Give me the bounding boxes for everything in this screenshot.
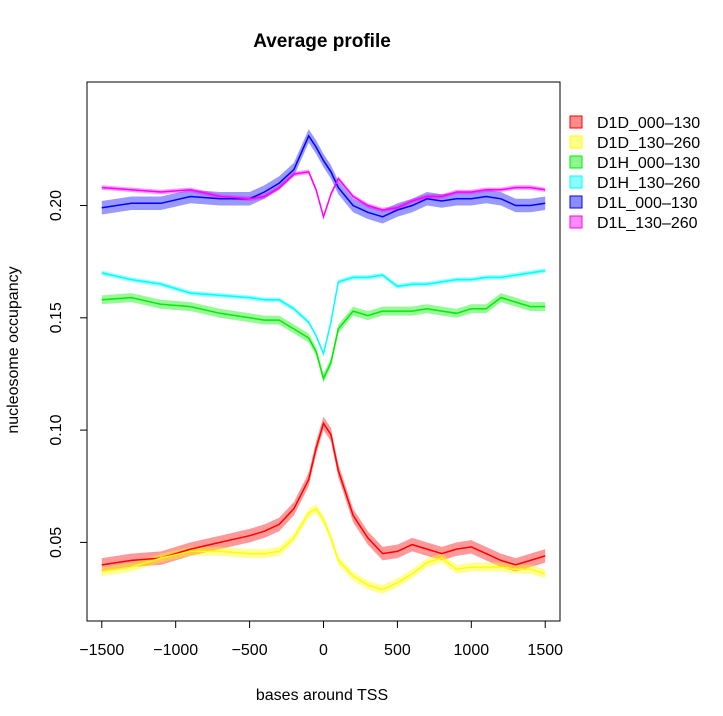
series-line-d1l-130-260: [101, 170, 546, 220]
y-tick-label: 0.10: [48, 414, 65, 445]
legend-label: D1H_130–260: [597, 175, 700, 192]
y-axis-label: nucleosome occupancy: [5, 266, 22, 433]
confidence-bands: [101, 129, 546, 594]
legend: D1D_000–130 D1D_130–260 D1H_000–130 D1H_130…: [569, 115, 700, 232]
series-lines: [101, 134, 546, 591]
band-d1l-000-130: [101, 129, 546, 224]
series-line-d1d-130-260: [101, 507, 546, 591]
x-axis-label: bases around TSS: [256, 687, 388, 704]
y-tick-label: 0.15: [48, 302, 65, 333]
x-tick-label: −1500: [79, 642, 124, 659]
series-line-d1l-000-130: [101, 134, 546, 218]
series-line-d1h-000-130: [101, 296, 546, 381]
x-tick-label: 1000: [454, 642, 490, 659]
legend-swatch: [569, 175, 583, 189]
legend-label: D1L_130–260: [597, 215, 698, 232]
x-tick-label: −500: [232, 642, 268, 659]
legend-label: D1D_130–260: [597, 135, 700, 152]
y-tick-label: 0.20: [48, 190, 65, 221]
y-axis: 0.05 0.10 0.15 0.20: [48, 190, 88, 558]
x-tick-label: 1500: [527, 642, 563, 659]
y-tick-label: 0.05: [48, 527, 65, 558]
legend-swatch: [569, 115, 583, 129]
series-line-d1d-000-130: [101, 421, 546, 566]
x-tick-label: 500: [384, 642, 411, 659]
x-axis: −1500 −1000 −500 0 500 1000 1500: [79, 620, 563, 659]
legend-swatch: [569, 195, 583, 209]
legend-swatch: [569, 155, 583, 169]
chart-title: Average profile: [253, 31, 391, 52]
legend-label: D1D_000–130: [597, 115, 700, 132]
legend-swatch: [569, 215, 583, 229]
band-d1l-130-260: [101, 169, 546, 219]
x-tick-label: 0: [319, 642, 328, 659]
legend-label: D1L_000–130: [597, 195, 698, 212]
band-d1d-000-130: [101, 416, 546, 572]
x-tick-label: −1000: [153, 642, 198, 659]
series-line-d1h-130-260: [101, 269, 546, 357]
legend-swatch: [569, 135, 583, 149]
band-d1h-000-130: [101, 293, 546, 383]
legend-label: D1H_000–130: [597, 155, 700, 172]
